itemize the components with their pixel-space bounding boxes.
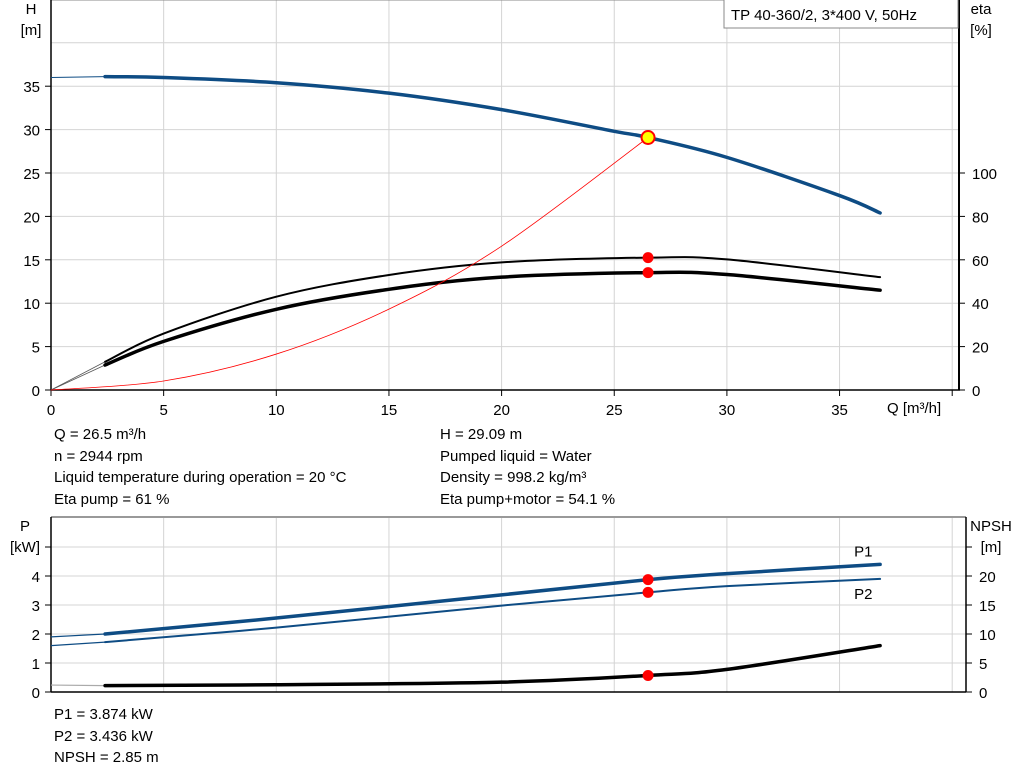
- head-curve-extension: [50, 76, 106, 79]
- y-axis-right-label: NPSH: [970, 518, 1012, 535]
- info-liquid: Pumped liquid = Water: [440, 447, 592, 465]
- y-tick-label-right: 15: [979, 598, 996, 615]
- NPSH-curve: [103, 643, 882, 688]
- y-tick-label-right: 40: [972, 296, 989, 313]
- P2-curve: [104, 577, 882, 644]
- y-tick-label: 5: [32, 340, 40, 357]
- y-tick-label: 1: [32, 656, 40, 673]
- info-left: Q = 26.5 m³/h n = 2944 rpm Liquid temper…: [54, 424, 346, 510]
- info-flow: Q = 26.5 m³/h: [54, 426, 147, 443]
- bottom-grid: [45, 516, 972, 693]
- y-tick-label-right: 0: [972, 383, 980, 400]
- x-tick-label: 20: [493, 402, 510, 419]
- x-tick-label: 15: [381, 402, 398, 419]
- info-eta-pump-motor: Eta pump+motor = 54.1 %: [440, 490, 616, 508]
- y-tick-label: 15: [23, 253, 40, 270]
- y-tick-label-right: 10: [979, 627, 996, 644]
- y-tick-label-right: 0: [979, 685, 987, 702]
- info-speed: n = 2944 rpm: [54, 447, 143, 465]
- x-tick-label: 5: [159, 402, 167, 419]
- P1-curve-extension: [50, 633, 106, 638]
- NPSH-point: [642, 669, 654, 681]
- P2-point: [642, 586, 654, 598]
- y-axis-label: H: [26, 1, 37, 18]
- P2-label: P2: [854, 586, 872, 603]
- P1-curve: [103, 562, 882, 636]
- info-eta-pump: Eta pump = 61 %: [54, 490, 170, 508]
- y-axis-right-unit: [%]: [970, 22, 992, 39]
- NPSH-curve-extension: [50, 684, 106, 687]
- eta-pump-motor-point: [642, 267, 654, 279]
- duty-point: [640, 129, 656, 145]
- y-axis-unit: [m]: [21, 22, 42, 39]
- legend-box: TP 40-360/2, 3*400 V, 50Hz: [723, 0, 959, 29]
- y-tick-label: 0: [32, 383, 40, 400]
- tick-labels: 0 5 10 15 20 25 30 3505101520253035020406080100…: [10, 1, 1012, 702]
- P1-label: P1: [854, 543, 872, 560]
- x-tick-label: 30: [719, 402, 736, 419]
- x-tick-label: 35: [831, 402, 848, 419]
- curves: [50, 74, 882, 688]
- y-tick-label: 35: [23, 79, 40, 96]
- eta-pump-point: [642, 252, 654, 264]
- top-grid: [45, 0, 965, 396]
- eta_pump_motor-curve: [103, 270, 882, 367]
- y-tick-label: 25: [23, 166, 40, 183]
- y-axis-label: P: [20, 518, 30, 535]
- system-curve: [50, 137, 649, 391]
- eta_pump-curve: [104, 256, 882, 363]
- y-tick-label-right: 100: [972, 166, 997, 183]
- info-npsh: NPSH = 2.85 m: [54, 749, 159, 766]
- y-tick-label: 30: [23, 123, 40, 140]
- y-tick-label-right: 20: [979, 569, 996, 586]
- y-tick-label: 3: [32, 598, 40, 615]
- x-tick-label: 0: [47, 402, 55, 419]
- x-tick-label: 25: [606, 402, 623, 419]
- head-curve: [103, 74, 882, 215]
- info-temperature: Liquid temperature during operation = 20…: [54, 469, 347, 486]
- y-tick-label: 10: [23, 296, 40, 313]
- info-right: H = 29.09 m Pumped liquid = Water Densit…: [440, 424, 615, 510]
- y-axis-right-unit: [m]: [981, 539, 1002, 556]
- P2-curve-extension: [50, 641, 106, 647]
- eta_pump_motor-curve-extension: [50, 364, 106, 391]
- x-tick-label: 10: [268, 402, 285, 419]
- P1-point: [642, 574, 654, 586]
- info-p2: P2 = 3.436 kW: [54, 727, 153, 745]
- y-tick-label-right: 60: [972, 253, 989, 270]
- y-tick-label: 20: [23, 209, 40, 226]
- y-tick-label-right: 20: [972, 340, 989, 357]
- info-density: Density = 998.2 kg/m³: [440, 469, 587, 486]
- info-head: H = 29.09 m: [440, 426, 523, 443]
- eta_pump-curve-extension: [50, 361, 106, 391]
- info-bottom: P1 = 3.874 kW P2 = 3.436 kW NPSH = 2.85 …: [54, 704, 159, 769]
- y-tick-label-right: 5: [979, 656, 987, 673]
- y-axis-right-label: eta: [971, 1, 993, 18]
- y-tick-label-right: 80: [972, 209, 989, 226]
- x-axis-label: Q [m³/h]: [887, 400, 941, 417]
- y-tick-label: 2: [32, 627, 40, 644]
- y-tick-label: 4: [32, 569, 40, 586]
- y-tick-label: 0: [32, 685, 40, 702]
- info-p1: P1 = 3.874 kW: [54, 706, 153, 723]
- y-axis-unit: [kW]: [10, 539, 40, 556]
- legend-text: TP 40-360/2, 3*400 V, 50Hz: [731, 7, 917, 24]
